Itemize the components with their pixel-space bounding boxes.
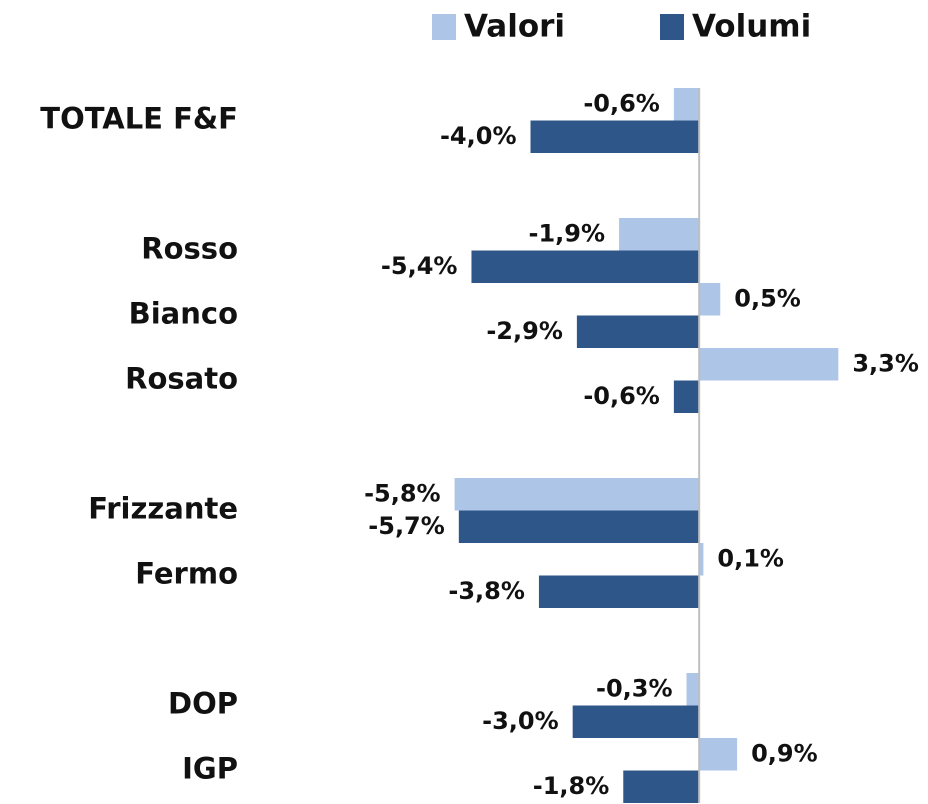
category-label: Rosato <box>125 362 238 396</box>
value-label: -5,4% <box>381 252 458 280</box>
legend-swatch <box>660 14 684 40</box>
category-label: DOP <box>168 687 238 721</box>
value-label: -0,6% <box>583 89 660 117</box>
bar <box>699 738 738 771</box>
value-label: 3,3% <box>852 349 919 377</box>
value-label: -3,8% <box>448 577 525 605</box>
value-label: -4,0% <box>440 122 517 150</box>
value-label: 0,5% <box>734 284 801 312</box>
value-label: 0,9% <box>751 739 818 767</box>
category-label: IGP <box>182 752 238 786</box>
value-label: -3,0% <box>482 707 559 735</box>
value-label: -1,8% <box>533 772 610 800</box>
value-label: -1,9% <box>529 219 606 247</box>
category-label: Rosso <box>141 232 238 266</box>
value-label: -5,7% <box>368 512 445 540</box>
bar <box>572 705 700 738</box>
bar <box>699 283 721 316</box>
category-label: TOTALE F&F <box>40 102 238 136</box>
bar <box>576 315 700 348</box>
bar <box>530 120 700 153</box>
bar <box>454 478 700 511</box>
bar <box>699 543 704 576</box>
legend-label: Volumi <box>692 9 811 45</box>
category-label: Frizzante <box>88 492 238 526</box>
bar <box>623 770 700 803</box>
bar <box>686 673 700 706</box>
bar <box>699 348 839 381</box>
category-label: Fermo <box>135 557 238 591</box>
bar <box>673 380 700 413</box>
value-label: -0,6% <box>583 382 660 410</box>
bar <box>619 218 700 251</box>
bar <box>458 510 700 543</box>
value-label: -5,8% <box>364 479 441 507</box>
bar <box>471 250 700 283</box>
legend-swatch <box>432 14 456 40</box>
legend-label: Valori <box>464 9 565 45</box>
category-label: Bianco <box>129 297 238 331</box>
value-label: -2,9% <box>486 317 563 345</box>
value-label: 0,1% <box>717 544 784 572</box>
value-label: -0,3% <box>596 674 673 702</box>
bar <box>538 575 700 608</box>
bar <box>673 88 700 121</box>
